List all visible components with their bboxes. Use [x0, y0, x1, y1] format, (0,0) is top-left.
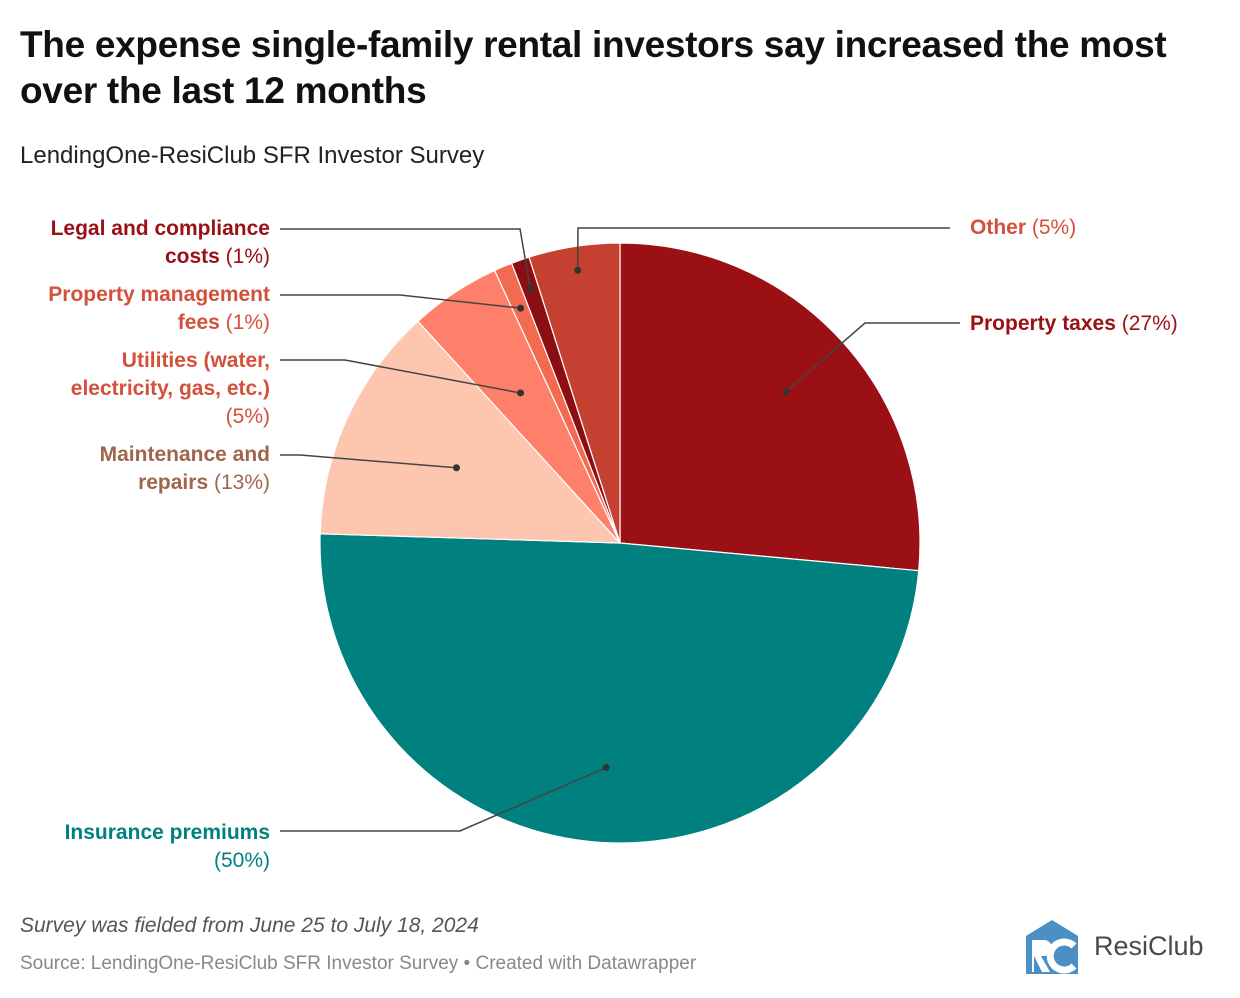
resiclub-logo-icon — [1026, 920, 1078, 974]
slice-pct: (27%) — [1121, 312, 1178, 335]
label-property-taxes: Property taxes (27%) — [970, 310, 1178, 338]
leader-dot-1 — [602, 764, 610, 772]
label-maintenance: Maintenance and repairs (13%) — [70, 441, 270, 497]
leader-dot-5 — [526, 284, 534, 292]
chart-title: The expense single-family rental investo… — [20, 24, 1167, 111]
source-line: Source: LendingOne-ResiClub SFR Investor… — [20, 953, 697, 974]
leader-dot-6 — [574, 266, 582, 274]
slice-label: Other — [970, 216, 1027, 239]
label-utilities: Utilities (water, electricity, gas, etc.… — [30, 347, 270, 431]
slice-pct: (1%) — [225, 245, 270, 268]
slice-pct: (5%) — [1031, 216, 1077, 239]
resiclub-logo: ResiClub — [1024, 918, 1204, 974]
slice-label: Insurance premiums — [64, 821, 270, 844]
slice-label: Utilities (water, electricity, gas, etc.… — [70, 349, 270, 400]
slice-label: Property taxes — [970, 312, 1116, 335]
leader-line-0 — [785, 322, 960, 392]
leader-line-4 — [280, 294, 521, 309]
slice-label: Maintenance and repairs — [99, 443, 270, 494]
leader-dot-0 — [782, 387, 790, 395]
pie-slice-1 — [319, 533, 920, 844]
slice-pct: (5%) — [225, 405, 270, 428]
leader-dot-3 — [517, 389, 525, 397]
leader-line-2 — [280, 454, 457, 469]
survey-note: Survey was fielded from June 25 to July … — [20, 914, 479, 937]
leader-line-3 — [280, 359, 521, 394]
leader-dot-4 — [517, 304, 525, 312]
label-property-management: Property management fees (1%) — [10, 281, 270, 337]
pie-slice-0 — [619, 242, 921, 572]
slice-label: Property management fees — [48, 283, 270, 334]
leader-line-6 — [576, 227, 950, 271]
leader-dot-2 — [452, 464, 460, 472]
chart-subtitle: LendingOne-ResiClub SFR Investor Survey — [20, 142, 485, 169]
slice-label: Legal and compliance costs — [50, 217, 270, 268]
slice-pct: (50%) — [213, 849, 270, 872]
label-insurance: Insurance premiums (50%) — [10, 819, 270, 875]
leader-line-5 — [280, 228, 532, 289]
leader-line-1 — [280, 766, 607, 832]
label-other: Other (5%) — [970, 214, 1076, 242]
slice-pct: (13%) — [213, 471, 270, 494]
slice-pct: (1%) — [225, 311, 270, 334]
logo-text: ResiClub — [1094, 930, 1204, 961]
pie-slice-6 — [528, 242, 621, 544]
pie-slice-2 — [319, 320, 622, 544]
label-legal: Legal and compliance costs (1%) — [10, 215, 270, 271]
